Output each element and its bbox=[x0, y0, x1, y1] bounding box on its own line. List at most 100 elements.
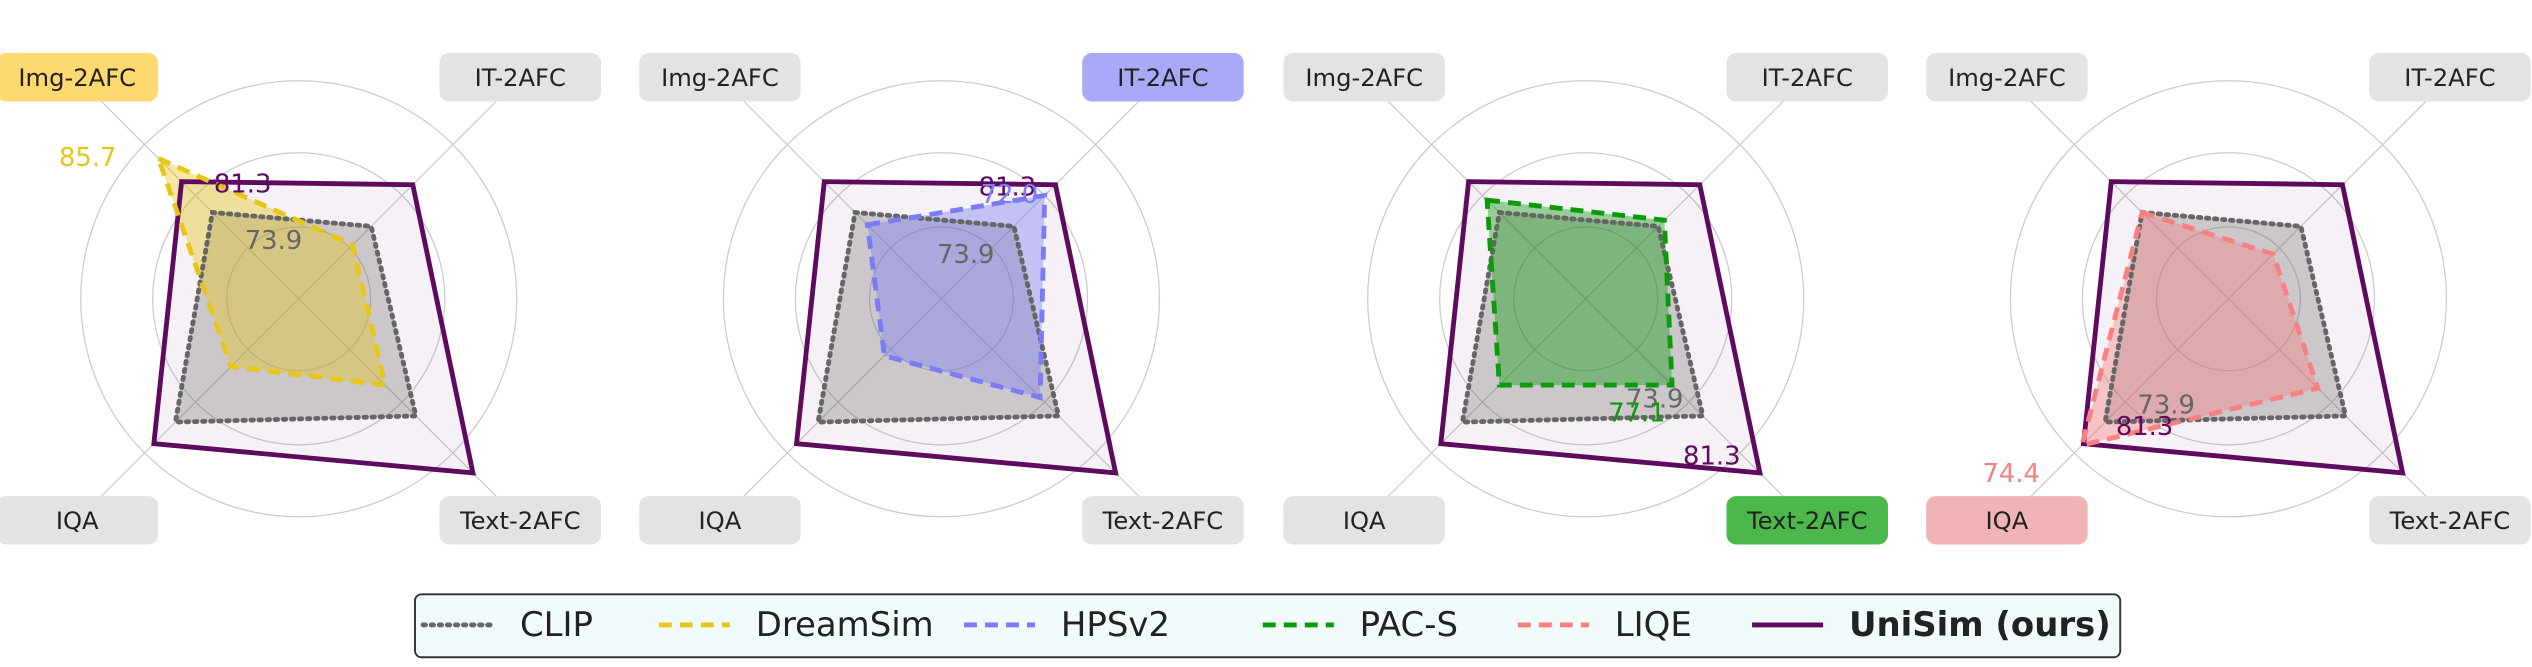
axis-line bbox=[81, 298, 300, 517]
value-label: 85.7 bbox=[59, 143, 117, 173]
grid-ring bbox=[1439, 152, 1733, 446]
legend-label: LIQE bbox=[1615, 605, 1692, 644]
value-label: 73.9 bbox=[937, 240, 995, 270]
series-line bbox=[815, 209, 1062, 425]
axis-label: IQA bbox=[1986, 507, 2029, 535]
series-area bbox=[796, 181, 1116, 473]
value-label: 73.9 bbox=[1626, 384, 1684, 414]
axis-label: Img-2AFC bbox=[661, 64, 779, 92]
axis-label: IQA bbox=[56, 507, 99, 535]
grid-ring bbox=[1513, 226, 1659, 372]
axis-line bbox=[724, 81, 942, 300]
axis-line bbox=[1585, 298, 1804, 517]
grid-ring bbox=[152, 152, 446, 446]
series-area bbox=[2105, 212, 2346, 423]
grid-ring bbox=[794, 152, 1089, 446]
series-line bbox=[864, 192, 1048, 401]
axis-line bbox=[81, 81, 300, 300]
series-area bbox=[2081, 212, 2318, 446]
value-label: 81.3 bbox=[1683, 441, 1741, 471]
axis-line bbox=[2227, 298, 2446, 517]
series-area bbox=[867, 195, 1045, 398]
series-area bbox=[158, 158, 386, 386]
axis-label-box bbox=[439, 53, 601, 102]
series-line bbox=[1459, 209, 1706, 425]
series-area bbox=[1462, 212, 1703, 423]
axis-label: IQA bbox=[699, 507, 742, 535]
axis-label: Text-2AFC bbox=[1102, 507, 1224, 535]
axis-label-box bbox=[1283, 53, 1445, 102]
axis-label: Img-2AFC bbox=[1948, 64, 2066, 92]
axis-line bbox=[724, 298, 942, 517]
series-line bbox=[151, 179, 476, 476]
series-line bbox=[1438, 179, 1763, 476]
value-label: 81.3 bbox=[2116, 412, 2174, 442]
axis-label-box bbox=[439, 496, 601, 545]
axis-line bbox=[1585, 81, 1804, 300]
series-area bbox=[1487, 200, 1673, 386]
axis-line bbox=[2011, 81, 2229, 300]
axis-label-box bbox=[1926, 53, 2088, 102]
axis-label-box bbox=[639, 53, 801, 102]
axis-label-box bbox=[1082, 496, 1244, 545]
value-label: 77.1 bbox=[1608, 399, 1666, 429]
axis-line bbox=[1368, 81, 1587, 300]
axis-label: IT-2AFC bbox=[1762, 64, 1853, 92]
value-label: 73.9 bbox=[245, 226, 303, 256]
series-area bbox=[2083, 181, 2403, 473]
axis-line bbox=[1368, 298, 1587, 517]
axis-line bbox=[940, 81, 1159, 300]
axis-line bbox=[2011, 298, 2229, 517]
series-area bbox=[818, 212, 1059, 423]
series-line bbox=[793, 179, 1119, 476]
grid-ring bbox=[722, 80, 1161, 518]
value-label: 81.3 bbox=[214, 169, 272, 199]
grid-ring bbox=[2009, 80, 2448, 518]
axis-label-box bbox=[1283, 496, 1445, 545]
axis-label-box bbox=[2369, 53, 2531, 102]
series-line bbox=[2102, 209, 2349, 425]
series-area bbox=[1440, 181, 1760, 473]
axis-label-box bbox=[1726, 496, 1888, 545]
axis-label-box bbox=[1726, 53, 1888, 102]
axis-label: IT-2AFC bbox=[1117, 64, 1208, 92]
grid-ring bbox=[2081, 152, 2376, 446]
axis-line bbox=[298, 81, 517, 300]
axis-label: Img-2AFC bbox=[1305, 64, 1423, 92]
axis-line bbox=[940, 298, 1159, 517]
axis-line bbox=[2227, 81, 2446, 300]
legend-label: HPSv2 bbox=[1061, 605, 1170, 644]
axis-label: Text-2AFC bbox=[1746, 507, 1868, 535]
axis-label-box bbox=[0, 53, 158, 102]
series-line bbox=[1484, 197, 1675, 388]
axis-label: Text-2AFC bbox=[459, 507, 581, 535]
axis-label: Img-2AFC bbox=[18, 64, 136, 92]
value-label: 73.9 bbox=[2137, 390, 2195, 420]
axis-label: Text-2AFC bbox=[2389, 507, 2511, 535]
axis-line bbox=[298, 298, 517, 517]
legend-label: PAC-S bbox=[1360, 605, 1458, 644]
axis-label-box bbox=[1926, 496, 2088, 545]
legend-label: DreamSim bbox=[756, 605, 934, 644]
series-line bbox=[2078, 209, 2321, 449]
value-label: 81.3 bbox=[979, 172, 1037, 202]
series-line bbox=[172, 209, 419, 425]
axis-label: IT-2AFC bbox=[2404, 64, 2495, 92]
series-line bbox=[2080, 179, 2406, 476]
axis-label: IT-2AFC bbox=[475, 64, 566, 92]
legend-label: CLIP bbox=[520, 605, 593, 644]
grid-ring bbox=[1367, 80, 1805, 518]
axis-label: IQA bbox=[1343, 507, 1386, 535]
legend-label: UniSim (ours) bbox=[1849, 605, 2111, 644]
value-label: 72.0 bbox=[981, 180, 1039, 210]
axis-label-box bbox=[639, 496, 801, 545]
value-label: 74.4 bbox=[1982, 459, 2040, 489]
grid-ring bbox=[226, 226, 372, 372]
axis-label-box bbox=[2369, 496, 2531, 545]
grid-ring bbox=[2155, 226, 2302, 372]
axis-label-box bbox=[1082, 53, 1244, 102]
axis-label-box bbox=[0, 496, 158, 545]
grid-ring bbox=[80, 80, 518, 518]
